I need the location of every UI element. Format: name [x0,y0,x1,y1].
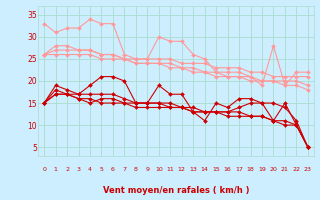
X-axis label: Vent moyen/en rafales ( km/h ): Vent moyen/en rafales ( km/h ) [103,186,249,195]
